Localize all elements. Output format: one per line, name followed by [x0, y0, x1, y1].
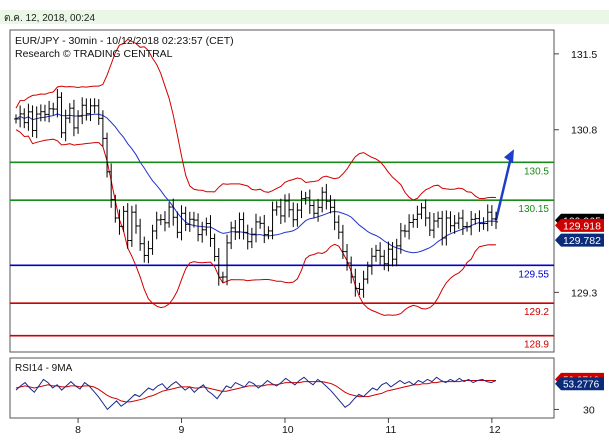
rsi-badge — [555, 377, 604, 391]
y-tick-label: 131.5 — [571, 49, 597, 61]
level-label-2: 129.55 — [518, 269, 549, 280]
price-badge-label: 129.918 — [563, 220, 601, 232]
bollinger-upper — [15, 38, 497, 201]
rsi-tick-label: 30 — [583, 404, 595, 416]
level-label-0: 130.5 — [524, 166, 549, 177]
x-tick-label: 12 — [489, 424, 501, 436]
price-axis: 131.5 130.8 129.3 — [554, 49, 597, 299]
level-label-4: 128.9 — [524, 340, 549, 351]
x-tick-label: 11 — [385, 424, 396, 436]
time-axis: 8 9 10 11 12 — [75, 418, 501, 436]
price-badge — [555, 233, 604, 247]
chart-source: Research © TRADING CENTRAL — [15, 48, 173, 60]
projection-arrow-head — [504, 149, 514, 164]
chart-title: EUR/JPY - 30min - 10/12/2018 02:23:57 (C… — [15, 35, 234, 47]
bollinger-lower — [15, 129, 497, 316]
y-tick-label: 129.3 — [571, 287, 597, 299]
rsi-panel-frame — [9, 357, 555, 419]
main-panel-frame — [9, 29, 555, 353]
price-bars — [14, 89, 498, 298]
price-badge-label: 129.782 — [563, 235, 601, 247]
top-bar: ต.ค. 12, 2018, 00:24 — [0, 0, 609, 25]
y-tick-label: 130.8 — [571, 125, 597, 137]
timestamp-strip — [0, 10, 609, 24]
price-badge — [555, 218, 604, 232]
x-tick-label: 9 — [179, 424, 185, 436]
timestamp-label: ต.ค. 12, 2018, 00:24 — [4, 13, 96, 24]
x-tick-label: 8 — [75, 424, 81, 436]
x-tick-label: 10 — [282, 424, 294, 436]
level-label-3: 129.2 — [524, 307, 549, 318]
rsi-label: RSI14 - 9MA — [15, 363, 73, 374]
rsi-line — [15, 376, 497, 411]
level-label-1: 130.15 — [518, 204, 549, 215]
rsi-badge-label: 53.2776 — [563, 380, 600, 391]
projection-arrow-line — [494, 156, 513, 221]
bollinger-bands — [15, 38, 497, 316]
level-lines: 130.5 130.15 129.55 129.2 128.9 — [10, 161, 554, 351]
